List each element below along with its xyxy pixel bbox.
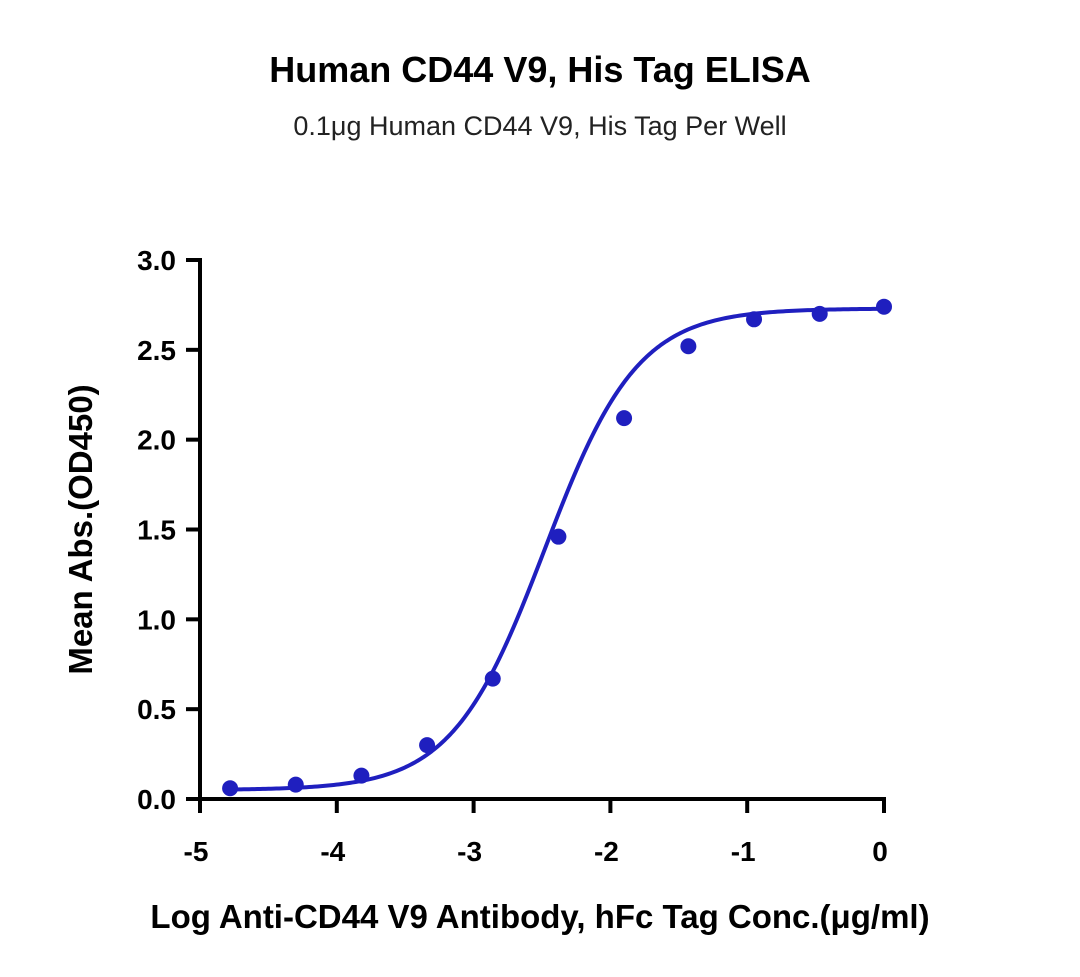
y-tick-label: 0.5 [137, 694, 176, 725]
data-point [353, 767, 370, 784]
x-tick-label: 0 [872, 836, 888, 867]
data-point [222, 780, 239, 797]
y-axis-label: Mean Abs.(OD450) [62, 384, 99, 674]
data-point [287, 776, 304, 793]
x-axis-label: Log Anti-CD44 V9 Antibody, hFc Tag Conc.… [150, 898, 929, 935]
data-point [419, 737, 436, 754]
y-tick-label: 2.0 [137, 425, 176, 456]
x-tick-label: -5 [184, 836, 209, 867]
y-axis-ticks: 0.0 0.5 1.0 1.5 2.0 2.5 3.0 [137, 245, 200, 815]
data-point [616, 410, 633, 427]
y-tick-label: 0.0 [137, 784, 176, 815]
chart-title: Human CD44 V9, His Tag ELISA [269, 49, 810, 90]
x-axis-ticks: -5 -4 -3 -2 -1 0 [184, 799, 888, 867]
chart-subtitle: 0.1μg Human CD44 V9, His Tag Per Well [293, 111, 786, 141]
fit-curve [228, 306, 886, 792]
x-tick-label: -3 [457, 836, 482, 867]
data-point [746, 311, 763, 328]
x-tick-label: -2 [594, 836, 619, 867]
x-tick-label: -4 [320, 836, 345, 867]
data-point [811, 305, 828, 322]
y-tick-label: 2.5 [137, 335, 176, 366]
data-points [222, 298, 892, 797]
y-tick-label: 1.0 [137, 604, 176, 635]
y-tick-label: 1.5 [137, 515, 176, 546]
data-point [680, 338, 697, 355]
y-tick-label: 3.0 [137, 245, 176, 276]
data-point [550, 528, 567, 545]
data-point [876, 298, 892, 315]
x-tick-label: -1 [731, 836, 756, 867]
data-point [484, 670, 501, 687]
